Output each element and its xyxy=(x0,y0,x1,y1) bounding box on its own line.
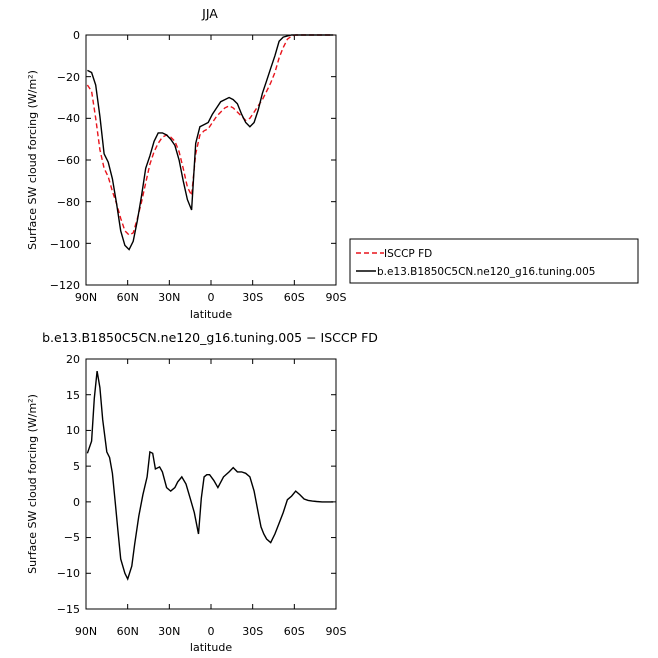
bottom-panel: b.e13.B1850C5CN.ne120_g16.tuning.005 − I… xyxy=(26,330,378,654)
bottom-y-tick-label: −5 xyxy=(64,531,80,544)
series-line-difference xyxy=(86,370,334,581)
top-x-tick-label: 0 xyxy=(208,291,215,304)
legend-label-isccp-fd: ISCCP FD xyxy=(384,248,432,260)
bottom-x-tick-label: 90N xyxy=(75,625,97,638)
top-x-tick-label: 90S xyxy=(326,291,347,304)
top-y-tick-label: 0 xyxy=(73,29,80,42)
legend: ISCCP FD b.e13.B1850C5CN.ne120_g16.tunin… xyxy=(349,238,639,284)
bottom-y-tick-label: 0 xyxy=(73,496,80,509)
series-line-isccp-fd xyxy=(86,34,334,236)
bottom-x-tick-label: 30S xyxy=(242,625,263,638)
bottom-y-tick-label: 10 xyxy=(66,424,80,437)
legend-label-model: b.e13.B1850C5CN.ne120_g16.tuning.005 xyxy=(377,266,595,278)
top-y-tick-label: −100 xyxy=(50,238,80,251)
top-x-tick-label: 30S xyxy=(242,291,263,304)
bottom-x-axis-title: latitude xyxy=(190,641,232,654)
bottom-y-axis-title: Surface SW cloud forcing (W/m²) xyxy=(26,394,39,574)
series-line-model xyxy=(87,34,334,251)
top-y-tick-label: −20 xyxy=(57,71,80,84)
top-x-axis-title: latitude xyxy=(190,308,232,321)
bottom-x-tick-label: 60N xyxy=(117,625,139,638)
legend-box xyxy=(349,238,639,284)
bottom-chart-title: b.e13.B1850C5CN.ne120_g16.tuning.005 − I… xyxy=(42,330,378,345)
bottom-x-tick-label: 30N xyxy=(158,625,180,638)
bottom-y-tick-label: 5 xyxy=(73,460,80,473)
top-x-tick-label: 60S xyxy=(284,291,305,304)
top-x-tick-label: 90N xyxy=(75,291,97,304)
top-y-tick-label: −80 xyxy=(57,196,80,209)
bottom-y-tick-label: −15 xyxy=(57,603,80,616)
top-x-tick-label: 60N xyxy=(117,291,139,304)
bottom-plot-frame xyxy=(85,358,337,610)
top-chart-title: JJA xyxy=(201,6,218,21)
bottom-x-tick-label: 90S xyxy=(326,625,347,638)
top-y-tick-label: −120 xyxy=(50,279,80,292)
bottom-y-tick-label: 15 xyxy=(66,389,80,402)
top-y-tick-label: −40 xyxy=(57,112,80,125)
bottom-y-tick-label: 20 xyxy=(66,353,80,366)
top-y-axis-title: Surface SW cloud forcing (W/m²) xyxy=(26,70,39,250)
bottom-series-lines xyxy=(86,370,334,581)
top-x-tick-label: 30N xyxy=(158,291,180,304)
bottom-tick-marks xyxy=(85,358,337,610)
top-series-lines xyxy=(86,34,334,251)
top-y-tick-label: −60 xyxy=(57,154,80,167)
bottom-y-tick-label: −10 xyxy=(57,567,80,580)
bottom-x-tick-label: 60S xyxy=(284,625,305,638)
top-panel: JJA 0 −20 −40 −60 −80 −100 −120 90N 60N … xyxy=(26,6,639,321)
top-plot-frame xyxy=(85,34,337,286)
bottom-x-tick-label: 0 xyxy=(208,625,215,638)
